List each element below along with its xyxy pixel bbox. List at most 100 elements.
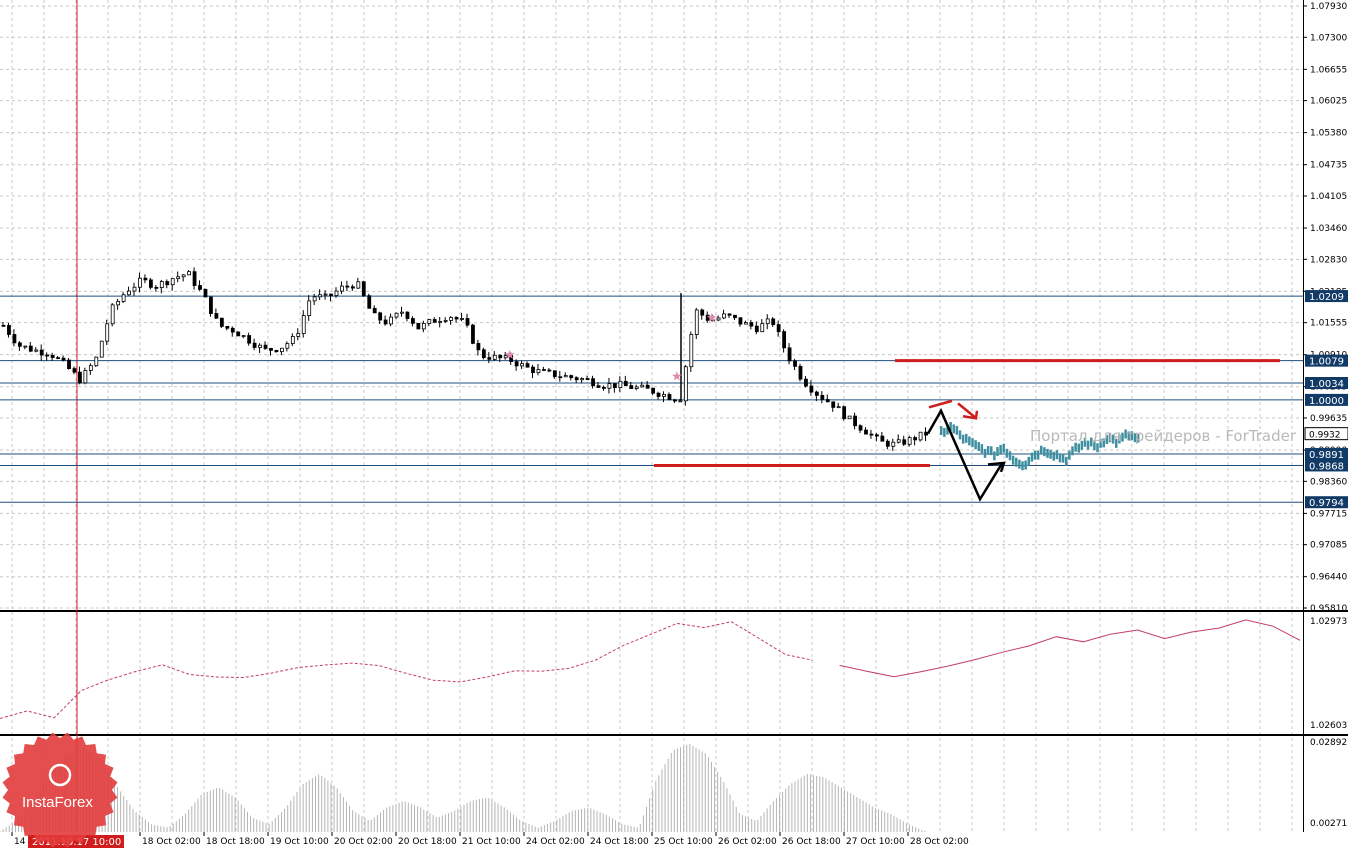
candle-body (754, 325, 759, 333)
candle-body (787, 347, 792, 362)
candle-body (252, 342, 257, 348)
candle-body (367, 295, 372, 309)
candle-body (176, 276, 181, 280)
level-tag (1305, 496, 1348, 509)
level-tag (1305, 376, 1348, 389)
candle-body (623, 380, 628, 387)
candle-body (378, 312, 383, 321)
candle-body (880, 435, 885, 442)
forecast-bar (1093, 441, 1096, 451)
forecast-bar (974, 440, 977, 450)
candle-body (192, 271, 197, 286)
candle-body (361, 281, 366, 297)
candle-body (181, 274, 186, 278)
indicator-axis-label: 1.02973 (1310, 617, 1347, 627)
forecast-bar (1030, 452, 1034, 462)
candle-body (520, 363, 524, 367)
candle-body (722, 313, 726, 319)
forecast-bar (1127, 431, 1130, 441)
candle-body (72, 368, 77, 373)
instaforex-logo-icon[interactable]: InstaForex (2, 732, 118, 848)
axis-tick-label: 1.06655 (1310, 65, 1347, 75)
time-tick-label: 24 Oct 18:00 (590, 837, 649, 847)
candle-body (421, 323, 426, 330)
candle-body (711, 319, 716, 322)
candle-body (7, 325, 11, 335)
candle-body (694, 309, 699, 336)
axis-tick-label: 0.97085 (1310, 541, 1347, 551)
candle-body (416, 322, 421, 330)
forecast-bar (961, 434, 965, 444)
candle-body (323, 293, 328, 296)
forecast-bar (1080, 440, 1084, 450)
candle-body (356, 281, 361, 289)
candle-body (569, 375, 574, 379)
forecast-bar (1115, 438, 1118, 448)
forecast-bar (1046, 448, 1049, 458)
candle-body (187, 271, 192, 276)
axis-tick-label: 1.07300 (1310, 33, 1347, 43)
candle-body (864, 429, 868, 435)
candle-body (798, 365, 803, 380)
indicator-line-solid (839, 619, 1301, 678)
candle-body (269, 347, 273, 351)
forecast-bar (1108, 433, 1112, 443)
pane-separator (0, 610, 1348, 612)
candle-body (596, 385, 601, 388)
forecast-bar (946, 425, 949, 435)
forecast-bar (1008, 451, 1012, 461)
candle-body (405, 311, 410, 319)
time-tick-label: 18 Oct 02:00 (142, 837, 201, 847)
time-tick-label: 25 Oct 10:00 (654, 837, 713, 847)
candle-body (45, 354, 50, 357)
candle-body (733, 314, 737, 319)
candle-body (411, 318, 415, 324)
axis-tick-label: 0.99635 (1310, 414, 1347, 424)
candle-body (290, 335, 295, 345)
candle-body (547, 369, 552, 372)
candle-body (209, 296, 213, 314)
forecast-bar (940, 426, 943, 436)
candle-body (383, 319, 388, 325)
level-tag (1305, 393, 1348, 406)
forecast-bar (1068, 450, 1071, 460)
candle-body (127, 290, 131, 296)
forecast-bar (952, 424, 955, 434)
forecast-bar (1002, 443, 1005, 453)
forecast-bar (993, 451, 996, 461)
candle-body (907, 437, 912, 445)
candle-body (471, 324, 475, 344)
axis-tick-label: 1.05380 (1310, 129, 1347, 139)
candle-body (78, 371, 82, 384)
candle-body (847, 415, 852, 420)
forecast-bar (1055, 450, 1059, 460)
candle-body (651, 387, 655, 394)
forecast-bar (1083, 437, 1087, 447)
indicator-line-dashed (0, 621, 813, 719)
candle-body (350, 286, 355, 289)
time-tick-label: 18 Oct 18:00 (206, 837, 265, 847)
level-tag-label: 1.0209 (1309, 292, 1344, 303)
candle-body (645, 384, 650, 389)
logo-mark (48, 763, 72, 787)
candle-body (285, 343, 290, 349)
candle-body (454, 317, 459, 320)
histogram-axis-label: 0.02892 (1310, 738, 1347, 748)
candle-body (23, 345, 28, 348)
logo-badge (2, 732, 118, 848)
candle-body (831, 401, 836, 408)
forecast-bar (1074, 442, 1077, 452)
candle-body (17, 342, 22, 347)
candle-body (804, 378, 808, 387)
candle-body (438, 320, 443, 323)
forecast-bar (1052, 451, 1055, 461)
time-tick-label: 21 Oct 10:00 (462, 837, 521, 847)
forecast-bar (996, 447, 999, 456)
candle-body (531, 366, 535, 374)
candle-body (443, 319, 448, 322)
candle-body (509, 355, 514, 362)
candle-body (301, 315, 306, 334)
candle-body (225, 326, 230, 329)
candle-body (525, 363, 530, 368)
